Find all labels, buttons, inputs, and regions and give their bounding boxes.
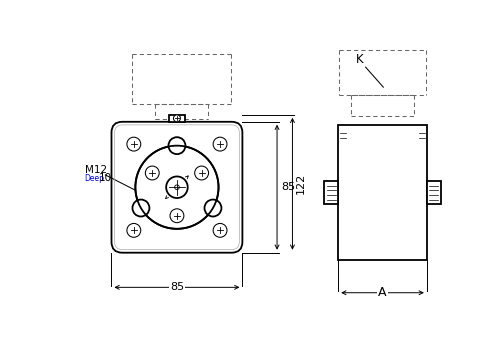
- Circle shape: [127, 223, 141, 237]
- Text: K: K: [356, 53, 363, 66]
- Circle shape: [166, 176, 188, 198]
- Circle shape: [213, 137, 227, 151]
- Bar: [169, 115, 185, 122]
- Circle shape: [168, 137, 185, 154]
- Text: M12: M12: [84, 165, 107, 175]
- Bar: [427, 181, 441, 204]
- Text: 122: 122: [296, 173, 306, 194]
- Text: 85: 85: [281, 182, 295, 192]
- Circle shape: [213, 223, 227, 237]
- Circle shape: [170, 209, 184, 223]
- Text: 85: 85: [170, 282, 184, 292]
- Circle shape: [195, 166, 208, 180]
- Text: 10: 10: [98, 173, 112, 183]
- Circle shape: [173, 115, 180, 122]
- Bar: [338, 125, 427, 260]
- FancyBboxPatch shape: [112, 122, 243, 253]
- Text: A: A: [378, 286, 387, 299]
- Circle shape: [132, 200, 149, 217]
- Text: Deep: Deep: [84, 173, 105, 183]
- Bar: [325, 181, 338, 204]
- Circle shape: [135, 145, 218, 229]
- Circle shape: [127, 137, 141, 151]
- Circle shape: [205, 200, 221, 217]
- Circle shape: [145, 166, 159, 180]
